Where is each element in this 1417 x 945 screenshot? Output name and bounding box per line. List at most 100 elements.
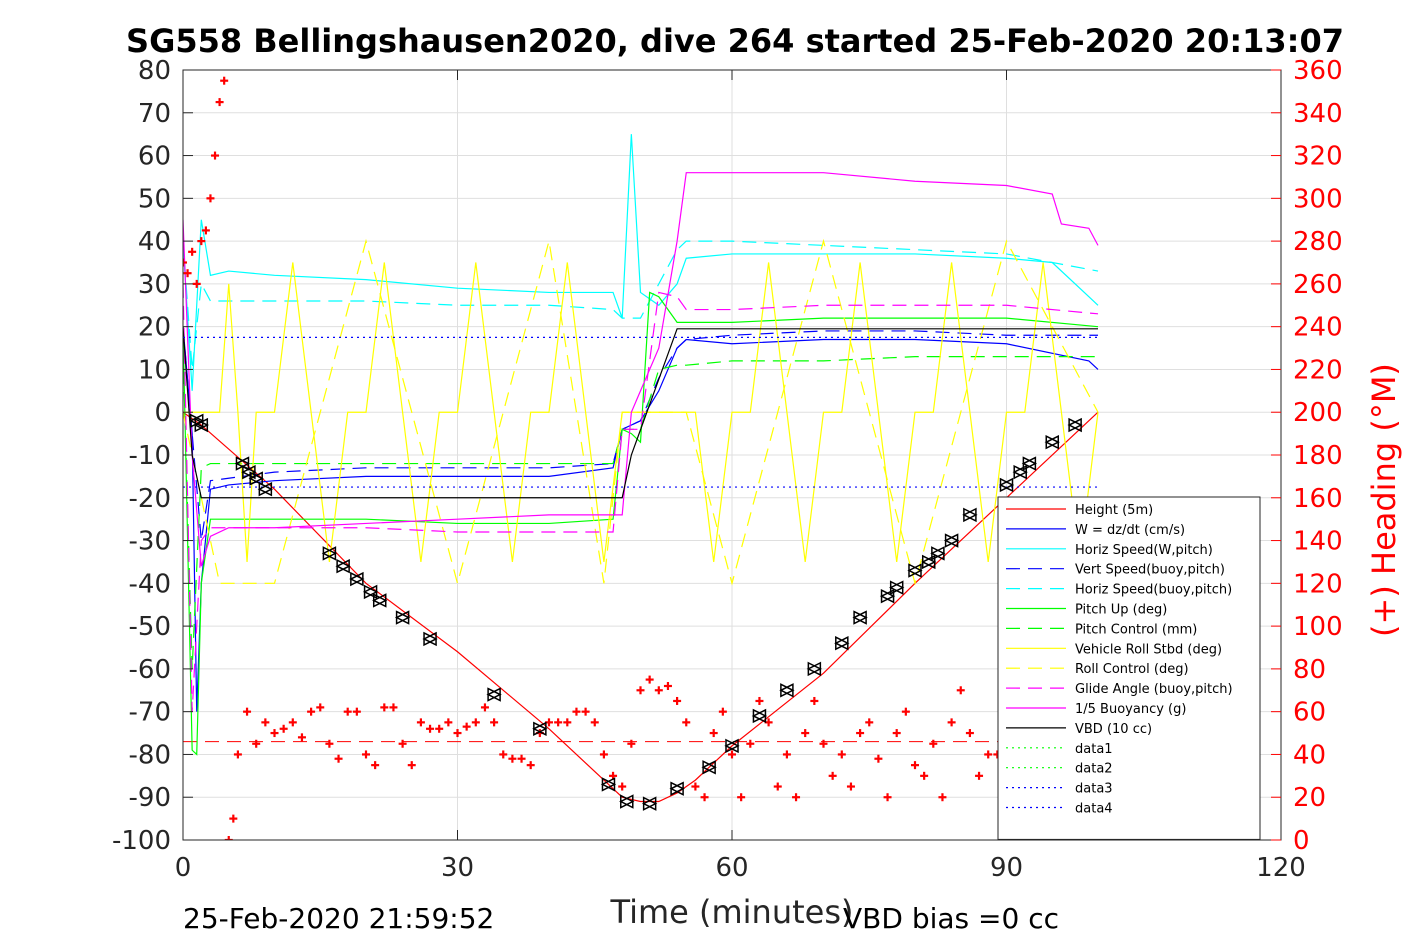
heading-point (883, 793, 892, 802)
footer-timestamp: 25-Feb-2020 21:59:52 (183, 902, 494, 935)
heading-point (233, 750, 242, 759)
heading-point (782, 750, 791, 759)
depth-triangle-marker (779, 683, 795, 698)
series-line-4 (183, 240, 1099, 370)
heading-point (828, 771, 837, 780)
depth-triangle-marker (921, 554, 937, 570)
right-tick-label: 140 (1293, 527, 1343, 557)
heading-point (343, 707, 352, 716)
legend-entry: data3 (1075, 782, 1113, 797)
y-tick-label: -60 (129, 655, 171, 685)
x-tick-label: 30 (441, 853, 474, 883)
right-tick-label: 240 (1293, 313, 1343, 343)
heading-point (947, 718, 956, 727)
depth-triangle-marker (998, 477, 1015, 493)
depth-triangle-marker (1012, 464, 1028, 480)
depth-triangle-marker (1044, 434, 1060, 450)
legend-entry: Pitch Control (mm) (1075, 622, 1197, 637)
depth-triangle-marker (372, 593, 388, 608)
heading-point (728, 750, 736, 759)
depth-triangle-marker (335, 559, 351, 574)
legend-entry: Pitch Up (deg) (1075, 603, 1167, 618)
legend-entry: Vehicle Roll Stbd (deg) (1075, 642, 1222, 657)
depth-triangle-marker (751, 708, 768, 724)
heading-point (220, 76, 229, 85)
heading-point (663, 682, 672, 690)
heading-point (229, 814, 238, 823)
heading-point (563, 718, 572, 727)
heading-point (572, 707, 581, 716)
right-tick-labels: 3603403203002802602402202001801601401201… (1293, 56, 1343, 856)
depth-triangle-marker (241, 464, 257, 480)
triangle-markers (189, 413, 1083, 811)
heading-point (654, 686, 663, 695)
y-tick-label: 0 (154, 398, 171, 428)
depth-triangle-marker (889, 580, 905, 595)
heading-point (224, 836, 233, 840)
legend-entry: data1 (1075, 742, 1113, 757)
legend-entry: data4 (1075, 802, 1113, 817)
y-tick-label: 80 (138, 56, 171, 86)
legend-entry: Height (5m) (1075, 503, 1153, 518)
heading-point (865, 718, 874, 727)
heading-point (371, 761, 380, 770)
heading-point (746, 739, 755, 748)
right-tick-label: 200 (1293, 398, 1343, 428)
legend-entry: Roll Control (deg) (1075, 662, 1189, 677)
heading-point (892, 729, 901, 738)
heading-point (846, 782, 855, 791)
series-line-8 (183, 238, 1099, 586)
heading-point (673, 696, 682, 705)
heading-point (270, 729, 279, 738)
series-line-6 (183, 348, 1098, 669)
heading-point (874, 754, 883, 763)
depth-triangle-marker (394, 610, 411, 625)
heading-point (599, 750, 608, 759)
y-tick-label: 50 (138, 184, 171, 214)
heading-point (636, 686, 645, 695)
y-tick-label: -100 (112, 826, 171, 856)
depth-triangle-marker (724, 738, 740, 754)
right-tick-label: 320 (1293, 142, 1343, 172)
heading-point (837, 750, 846, 759)
series-line-10 (183, 172, 1099, 567)
right-tick-label: 340 (1293, 99, 1343, 129)
right-tick-label: 300 (1293, 184, 1343, 214)
right-tick-label: 40 (1293, 740, 1326, 770)
heading-point (810, 696, 819, 705)
heading-point (325, 739, 334, 748)
heading-point (645, 675, 654, 684)
y-tick-label: 10 (138, 355, 171, 385)
depth-triangle-marker (1021, 456, 1038, 471)
heading-point (389, 703, 398, 712)
y-tick-label: -70 (129, 698, 171, 728)
chart-title: SG558 Bellingshausen2020, dive 264 start… (126, 22, 1344, 60)
depth-triangle-marker (486, 687, 502, 702)
heading-point (380, 703, 389, 712)
legend-entry: VBD (10 cc) (1075, 722, 1152, 737)
heading-point (581, 707, 590, 716)
right-tick-label: 120 (1293, 569, 1343, 599)
y-tick-labels: 80 70 60 50 40 30 20 10 0 -10 -20 -30 -40 -50 -60 -70 -8… (112, 56, 171, 856)
heading-point (362, 750, 370, 759)
heading-point (192, 279, 201, 288)
heading-point (183, 269, 192, 278)
right-tick-label: 80 (1293, 655, 1326, 685)
depth-triangle-marker (321, 546, 338, 561)
heading-point (188, 247, 197, 256)
heading-point (444, 718, 453, 727)
right-tick-label: 280 (1293, 227, 1343, 257)
depth-triangle-marker (1067, 417, 1083, 433)
y-tick-label: -50 (129, 612, 171, 642)
series-layer (183, 134, 1099, 803)
heading-point (965, 729, 974, 738)
heading-point (700, 793, 709, 802)
y-tick-label: 70 (138, 99, 171, 129)
y-tick-label: -40 (129, 569, 171, 599)
heading-point (307, 707, 316, 716)
heading-point (709, 729, 718, 738)
heading-point (499, 750, 508, 759)
heading-markers (183, 76, 1011, 840)
y-tick-label: 40 (138, 227, 171, 257)
heading-point (792, 793, 801, 802)
